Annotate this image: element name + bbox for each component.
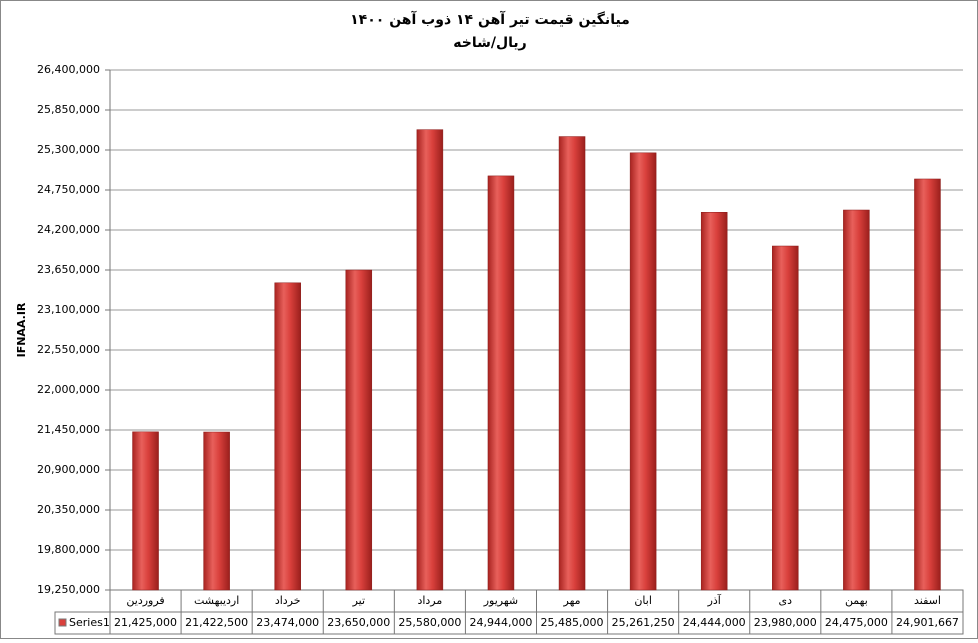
y-tick-label: 21,450,000 — [37, 423, 100, 436]
bar — [843, 209, 870, 591]
legend-cell — [54, 611, 111, 635]
bar — [345, 269, 373, 591]
y-tick-label: 22,000,000 — [37, 383, 100, 396]
table-value: 23,650,000 — [327, 616, 390, 629]
table-value: 24,944,000 — [469, 616, 532, 629]
category-label: مرداد — [417, 594, 442, 607]
table-value: 21,422,500 — [185, 616, 248, 629]
category-label: مهر — [563, 594, 581, 607]
table-value: 25,580,000 — [398, 616, 461, 629]
category-label: دی — [779, 594, 793, 607]
bar — [772, 245, 799, 591]
bar — [132, 431, 159, 591]
legend-label: Series1 — [69, 616, 110, 629]
category-label: آذر — [707, 593, 722, 607]
table-value: 25,261,250 — [612, 616, 675, 629]
table-value: 23,980,000 — [754, 616, 817, 629]
y-tick-label: 24,200,000 — [37, 223, 100, 236]
table-value: 24,444,000 — [683, 616, 746, 629]
y-tick-label: 26,400,000 — [37, 63, 100, 76]
legend-swatch — [58, 618, 67, 627]
bar — [487, 175, 515, 591]
bar — [203, 431, 230, 591]
table-value: 24,475,000 — [825, 616, 888, 629]
bar — [558, 136, 586, 591]
table-value: 24,901,667 — [896, 616, 959, 629]
bar — [274, 282, 301, 591]
table-value: 23,474,000 — [256, 616, 319, 629]
y-tick-label: 23,650,000 — [37, 263, 100, 276]
category-label: تیر — [352, 594, 365, 607]
y-tick-label: 22,550,000 — [37, 343, 100, 356]
category-label: اسفند — [914, 594, 941, 607]
y-tick-label: 20,350,000 — [37, 503, 100, 516]
y-tick-label: 25,850,000 — [37, 103, 100, 116]
y-tick-label: 19,800,000 — [37, 543, 100, 556]
category-label: فروردین — [126, 594, 164, 607]
category-label: شهریور — [483, 594, 518, 607]
table-value: 21,425,000 — [114, 616, 177, 629]
bar — [629, 152, 657, 591]
y-tick-label: 25,300,000 — [37, 143, 100, 156]
y-tick-label: 23,100,000 — [37, 303, 100, 316]
category-label: ابان — [634, 594, 652, 607]
bar — [914, 178, 941, 591]
y-tick-label: 20,900,000 — [37, 463, 100, 476]
bar — [416, 129, 444, 591]
y-tick-label: 24,750,000 — [37, 183, 100, 196]
chart-subtitle: ریال/شاخه — [453, 35, 526, 51]
y-axis-label: IFNAA.IR — [15, 302, 28, 357]
bar — [700, 212, 728, 591]
chart-title: میانگین قیمت تیر آهن ۱۴ ذوب آهن ۱۴۰۰ — [350, 10, 630, 28]
category-label: اردیبهشت — [194, 594, 239, 607]
category-label: بهمن — [845, 594, 868, 607]
category-label: خرداد — [275, 594, 301, 607]
y-tick-label: 19,250,000 — [37, 583, 100, 596]
table-value: 25,485,000 — [541, 616, 604, 629]
